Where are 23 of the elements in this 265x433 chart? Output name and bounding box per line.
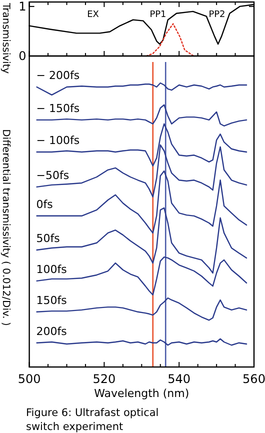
series-label: 200fs [36,324,68,338]
annotation: EX [87,10,99,20]
series-label: 100fs [36,262,68,276]
y-tick-label: 0 [18,49,26,63]
x-tick-label: 500 [18,372,41,386]
annotation: PP1 [150,10,166,20]
caption: Figure 6: Ultrafast optical switch experiment [26,407,159,433]
line-series [146,23,194,57]
series-label: 50fs [36,232,60,245]
y-axis-title: Transmissivity [0,2,11,74]
series-label: − 150fs [36,102,80,115]
x-tick-label: 540 [168,372,191,386]
series-label: 150fs [36,294,68,307]
series-label: − 100fs [36,134,80,148]
series-label: −50fs [36,168,70,182]
y-tick-label: 1 [18,0,26,14]
series-label: − 200fs [36,68,80,82]
y-axis-title: Differential transmissivity ( 0.012/Div. ) [0,129,11,326]
x-tick-label: 520 [92,372,116,386]
x-axis-title: Wavelength (nm) [94,387,190,400]
annotation: PP2 [208,10,226,20]
series-label: 0fs [36,198,54,211]
x-tick-label: 560 [242,372,265,386]
